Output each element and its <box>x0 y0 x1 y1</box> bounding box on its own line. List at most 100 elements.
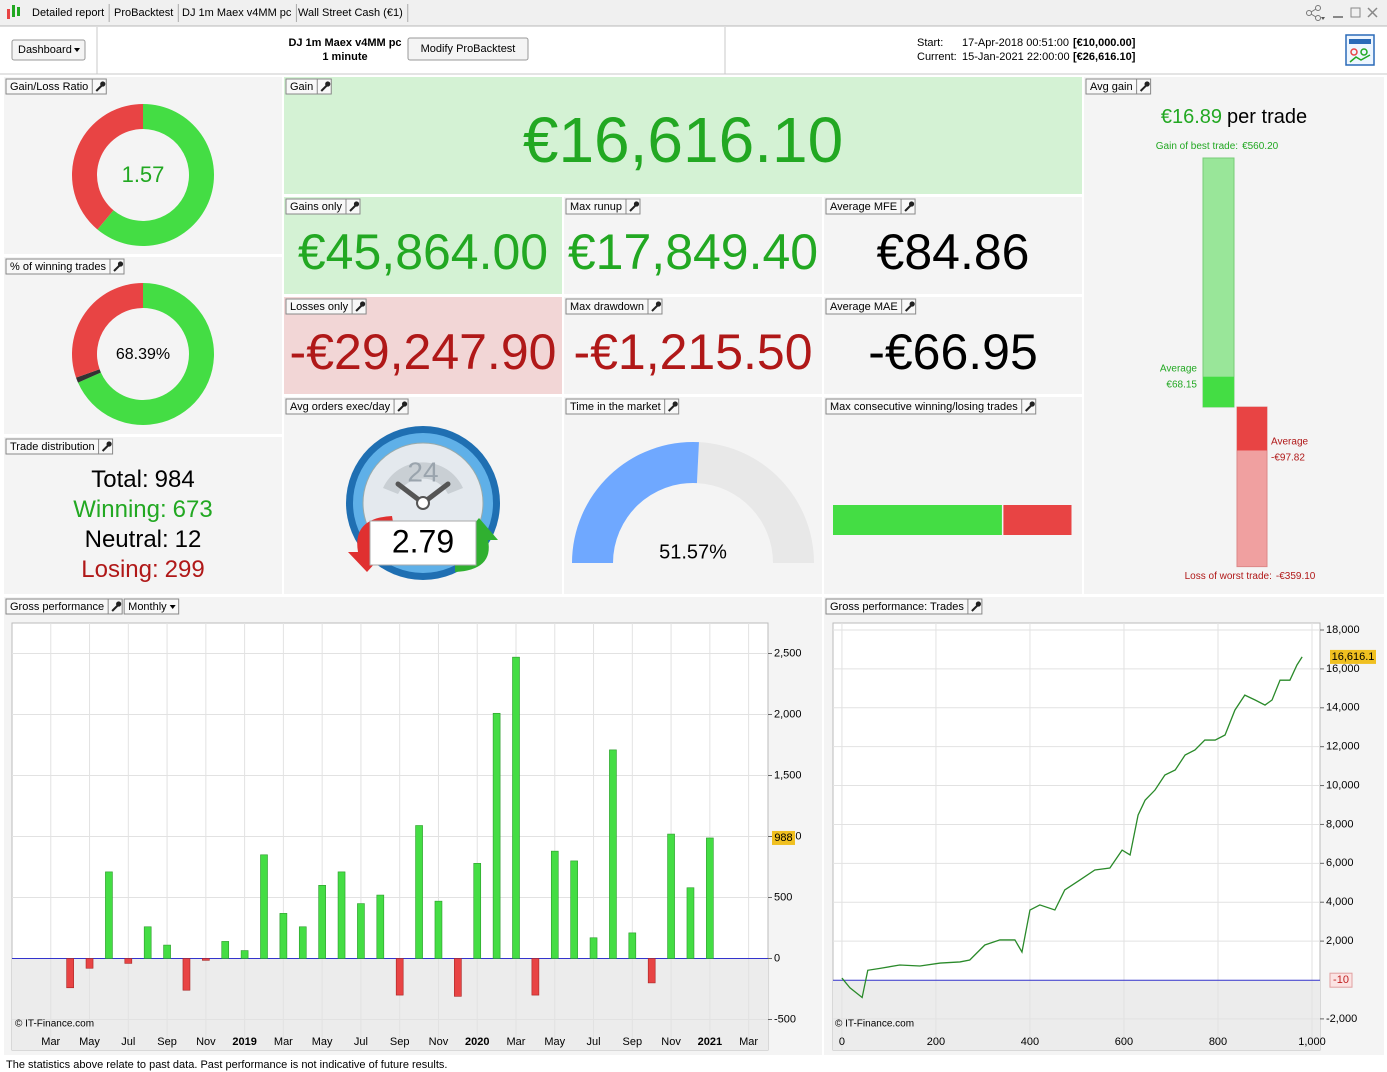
settings-wrench[interactable] <box>904 201 915 212</box>
x-tick-label: 800 <box>1209 1036 1227 1048</box>
tab[interactable]: Wall Street Cash (€1) <box>298 4 409 22</box>
settings-wrench[interactable] <box>397 401 408 412</box>
bar <box>647 958 656 984</box>
maximize-button[interactable] <box>1350 7 1361 18</box>
bar <box>163 944 171 959</box>
average-gain-value: €68.15 <box>1166 380 1197 391</box>
wrench-head <box>353 201 360 207</box>
average-gain-bar <box>1203 376 1234 407</box>
tab[interactable]: DJ 1m Maex v4MM pc <box>182 4 297 22</box>
bar <box>570 860 578 959</box>
donut-label: 1.57 <box>122 162 165 187</box>
header-label: Gross performance <box>10 601 104 613</box>
wrench-head <box>975 601 981 607</box>
settings-wrench[interactable] <box>95 81 106 92</box>
panel-header: Gain <box>285 78 332 95</box>
settings-wrench[interactable] <box>111 601 122 612</box>
header-label: Average MAE <box>830 301 898 313</box>
header-label: Gain/Loss Ratio <box>10 81 88 93</box>
header-label: Average MFE <box>830 201 897 213</box>
modify-button[interactable]: Modify ProBacktest <box>407 37 529 61</box>
bar <box>628 932 637 959</box>
panel-header: Gross performance: Trades <box>825 598 983 615</box>
settings-wrench[interactable] <box>629 201 640 212</box>
bar <box>589 937 598 959</box>
x-tick-label: 200 <box>927 1036 945 1048</box>
gauge-track <box>696 442 814 563</box>
current-label: Current: <box>917 51 957 63</box>
bar <box>376 894 385 959</box>
y-tick-label: 8,000 <box>1326 818 1354 830</box>
y-tick-label: 16,000 <box>1326 663 1360 675</box>
current-date: 15-Jan-2021 22:00:00 <box>962 51 1070 63</box>
header-frame <box>5 78 107 95</box>
last-value-label: 988 <box>774 832 792 844</box>
bar <box>706 837 714 959</box>
settings-wrench[interactable] <box>355 301 366 312</box>
dropdown-frame <box>123 598 180 615</box>
distribution-row: Winning: 673 <box>73 496 212 523</box>
dropdown-arrow <box>74 48 80 52</box>
gauge-fill <box>572 442 699 563</box>
x-tick-label: Mar <box>274 1036 293 1048</box>
x-tick-label: Jul <box>121 1036 135 1048</box>
settings-wrench[interactable] <box>320 81 331 92</box>
settings-wrench[interactable] <box>101 441 112 452</box>
wrench-head <box>909 301 915 307</box>
start-label: Start: <box>917 37 943 49</box>
settings-wrench[interactable] <box>971 601 981 612</box>
y-tick-label: 2,500 <box>774 647 802 659</box>
row-label: Losing: <box>81 556 158 583</box>
row-value: 12 <box>175 526 202 553</box>
bar <box>202 958 210 961</box>
header-frame <box>285 198 361 215</box>
panel <box>284 77 1082 194</box>
settings-wrench[interactable] <box>113 261 124 272</box>
label-text: Gain of best trade: <box>1156 141 1238 152</box>
last-value-badge <box>772 830 795 845</box>
best-trade-bar <box>1202 157 1235 408</box>
settings-wrench[interactable] <box>651 301 662 312</box>
bar <box>492 712 501 959</box>
header-label: Avg orders exec/day <box>290 401 391 413</box>
settings-wrench[interactable] <box>349 201 360 212</box>
label-text: Loss of worst trade: <box>1185 571 1272 582</box>
clock-label: 24 <box>407 456 438 487</box>
x-tick-label: May <box>312 1036 333 1048</box>
tab[interactable]: ProBacktest <box>114 4 179 22</box>
equity-line <box>841 656 1303 999</box>
settings-wrench[interactable] <box>1139 81 1150 92</box>
panel-header: Gain/Loss Ratio <box>5 78 107 95</box>
window-controls <box>1306 5 1378 21</box>
wrench-head <box>325 81 331 87</box>
start-date: 17-Apr-2018 00:51:00 <box>962 37 1069 49</box>
watermark: © IT-Finance.com <box>835 1019 914 1030</box>
system-name: DJ 1m Maex v4MM pc <box>288 37 401 49</box>
bar <box>395 958 404 996</box>
tab-label: DJ 1m Maex v4MM pc <box>182 7 292 19</box>
bar <box>66 958 74 989</box>
settings-wrench[interactable] <box>1025 401 1035 412</box>
period-dropdown[interactable]: Monthly <box>123 598 180 615</box>
share-button[interactable] <box>1306 5 1326 21</box>
header-frame <box>1085 78 1152 95</box>
tab[interactable]: Detailed report <box>32 4 110 22</box>
dashboard-button[interactable]: Dashboard <box>11 39 86 61</box>
best-trade-label: Gain of best trade: €560.20 <box>1156 141 1279 152</box>
panel <box>824 397 1082 594</box>
donut-segment <box>97 104 214 246</box>
bar <box>298 926 307 959</box>
x-tick-label: Sep <box>157 1036 177 1048</box>
last-value-label: 16,616.1 <box>1332 651 1375 663</box>
start-capital: [€10,000.00] <box>1073 37 1136 49</box>
bar <box>415 825 423 959</box>
plot-area <box>832 622 1321 1051</box>
header-label: % of winning trades <box>10 261 106 273</box>
settings-wrench[interactable] <box>904 301 915 312</box>
average-gain-label: Average <box>1160 364 1198 375</box>
report-icon[interactable] <box>1345 34 1375 66</box>
panel-header: Losses only <box>285 298 367 315</box>
settings-wrench[interactable] <box>667 401 678 412</box>
close-button[interactable] <box>1367 7 1378 18</box>
wrench-head <box>655 301 662 307</box>
